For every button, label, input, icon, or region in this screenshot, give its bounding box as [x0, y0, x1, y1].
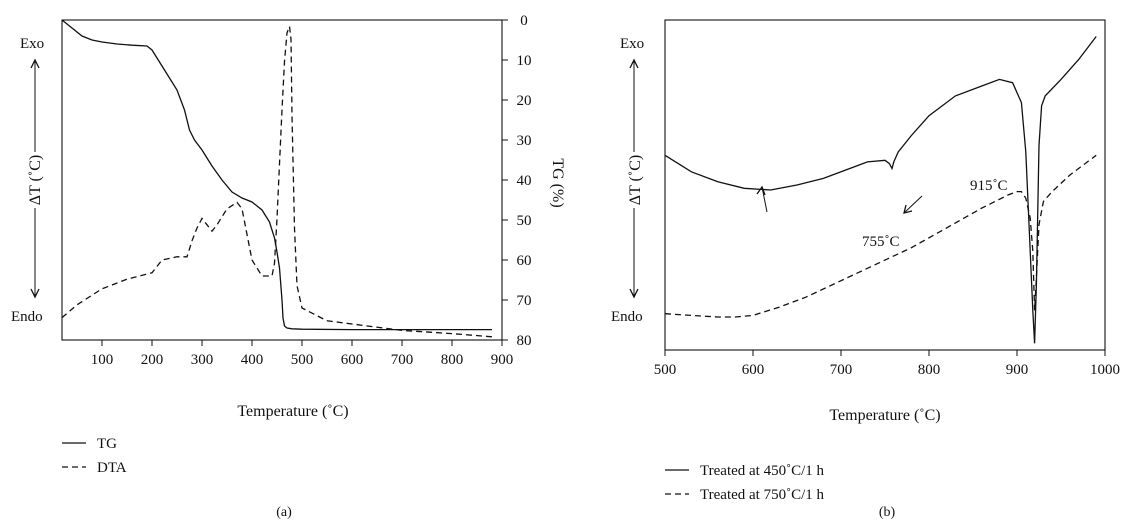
annotation-755: 755˚C [756, 185, 900, 250]
x-tick-label-800: 800 [441, 352, 464, 368]
x-tick-label-200: 200 [141, 352, 164, 368]
panel-a-plot-frame [61, 19, 503, 341]
legend-item-750: Treated at 750˚C/1 h [665, 487, 825, 503]
panel-a: 100 200 300 400 500 600 700 800 900 0 10 20 30 40 50 6… [11, 13, 566, 520]
panel-b-endo-label: Endo [611, 309, 643, 325]
x-tick-label-100: 100 [91, 352, 114, 368]
panel-a-x-ticks: 100 200 300 400 500 600 700 800 900 [91, 340, 514, 368]
panel-b-x-axis-title: Temperature (˚C) [829, 407, 940, 424]
panel-a-right-y-axis-title: TG (%) [549, 158, 566, 207]
panel-a-y-axis-arrow [30, 58, 40, 299]
right-y-tick-label-70: 70 [517, 293, 532, 309]
panel-b-x-ticks: 500 600 700 800 900 1000 [654, 350, 1120, 378]
legend-label-tg: TG [97, 436, 117, 452]
x-tick-label-700: 700 [830, 362, 853, 378]
right-y-tick-label-20: 20 [517, 93, 532, 109]
x-tick-label-1000: 1000 [1090, 362, 1120, 378]
annotation-755-arrow [761, 186, 768, 213]
x-tick-label-400: 400 [241, 352, 264, 368]
right-y-tick-label-0: 0 [520, 13, 528, 29]
panel-a-endo-label: Endo [11, 309, 43, 325]
x-tick-label-600: 600 [742, 362, 765, 378]
legend-label-750: Treated at 750˚C/1 h [700, 487, 825, 503]
panel-a-left-y-axis-title: ΔT (˚C) [27, 155, 44, 205]
annotation-915-label: 915˚C [970, 178, 1008, 194]
panel-a-x-axis-title: Temperature (˚C) [237, 403, 348, 420]
series-line-treated-at-450-c-1-h [664, 36, 1097, 344]
panel-b-y-axis-arrow [629, 58, 639, 299]
right-y-tick-label-50: 50 [517, 213, 532, 229]
x-tick-label-800: 800 [918, 362, 941, 378]
series-line-treated-at-750-c-1-h [664, 154, 1097, 318]
panel-b-legend: Treated at 450˚C/1 h Treated at 750˚C/1 … [665, 463, 825, 503]
series-line-tg [61, 19, 492, 331]
legend-item-dta: DTA [62, 460, 127, 476]
x-tick-label-900: 900 [1006, 362, 1029, 378]
x-tick-label-500: 500 [291, 352, 314, 368]
panel-a-exo-label: Exo [20, 36, 44, 52]
x-tick-label-600: 600 [341, 352, 364, 368]
x-tick-label-700: 700 [391, 352, 414, 368]
panel-b: 500 600 700 800 900 1000 Exo Endo ΔT (˚C) Tem… [611, 19, 1120, 520]
annotation-915-arrow [903, 195, 923, 214]
right-y-tick-label-30: 30 [517, 133, 532, 149]
right-y-tick-label-40: 40 [517, 173, 532, 189]
right-y-tick-label-80: 80 [517, 333, 532, 349]
annotation-755-label: 755˚C [862, 234, 900, 250]
legend-item-450: Treated at 450˚C/1 h [665, 463, 825, 479]
legend-label-dta: DTA [97, 460, 127, 476]
panel-b-left-y-axis-title: ΔT (˚C) [627, 155, 644, 205]
annotation-915: 915˚C [903, 178, 1008, 214]
x-tick-label-900: 900 [491, 352, 514, 368]
x-tick-label-300: 300 [191, 352, 214, 368]
panel-b-label: (b) [879, 505, 896, 520]
panel-a-series [61, 19, 493, 338]
legend-item-tg: TG [62, 436, 117, 452]
series-line-dta [61, 26, 493, 338]
legend-label-450: Treated at 450˚C/1 h [700, 463, 825, 479]
panel-a-label: (a) [276, 505, 292, 520]
panel-b-exo-label: Exo [620, 36, 644, 52]
right-y-tick-label-10: 10 [517, 53, 532, 69]
panel-a-legend: TG DTA [62, 436, 127, 476]
right-y-tick-label-60: 60 [517, 253, 532, 269]
panel-b-series [664, 36, 1097, 344]
panel-b-plot-frame [664, 19, 1106, 351]
panel-a-right-y-ticks: 0 10 20 30 40 50 60 70 80 [502, 13, 532, 349]
x-tick-label-500: 500 [654, 362, 677, 378]
